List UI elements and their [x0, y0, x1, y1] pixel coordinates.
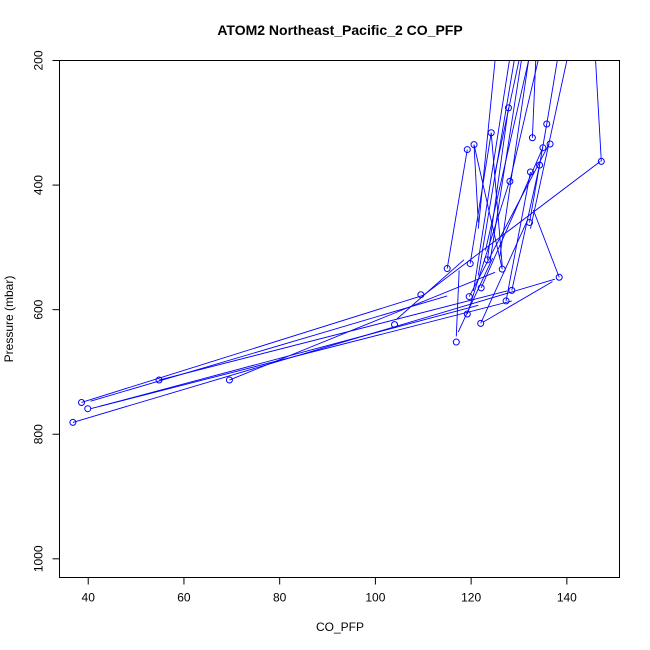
series-line-segment: [466, 181, 510, 315]
data-point: [69, 418, 77, 426]
x-tick-label: 40: [82, 591, 96, 605]
data-point: [543, 120, 551, 128]
data-point: [536, 161, 544, 169]
data-point: [465, 293, 473, 301]
series-line-segment: [595, 60, 602, 162]
series-line-segment: [486, 107, 509, 260]
data-point: [391, 321, 399, 329]
data-point: [470, 141, 478, 149]
data-point: [555, 273, 563, 281]
data-point: [504, 104, 512, 112]
series-line-segment: [531, 60, 537, 138]
data-point: [417, 291, 425, 299]
data-point: [463, 146, 471, 154]
data-point: [506, 177, 514, 185]
y-axis-label: Pressure (mbar): [2, 276, 16, 363]
series-line-segment: [530, 60, 568, 229]
series-line-segment: [511, 165, 541, 291]
series-line-segment: [455, 270, 460, 337]
series-line-segment: [72, 278, 556, 423]
series-line-segment: [505, 171, 531, 302]
data-point: [526, 218, 534, 226]
series-line-segment: [499, 60, 530, 257]
series-line-segment: [158, 290, 508, 381]
data-point: [508, 286, 516, 294]
y-tick-label: 600: [32, 299, 46, 319]
series-line-segment: [480, 147, 544, 289]
y-tick-label: 1000: [32, 545, 46, 572]
x-tick-label: 120: [461, 591, 481, 605]
data-point: [528, 134, 536, 142]
series-line-segment: [529, 123, 548, 223]
data-point: [477, 319, 485, 327]
data-point: [597, 157, 605, 165]
y-tick-label: 800: [32, 424, 46, 444]
x-tick-label: 140: [557, 591, 577, 605]
series-line-segment: [532, 209, 560, 278]
series-line-segment: [457, 257, 494, 333]
series-line-segment: [90, 295, 448, 402]
series-line-segment: [485, 60, 529, 251]
series-line-segment: [422, 161, 601, 296]
data-point: [483, 256, 491, 264]
plot-marks: [69, 60, 605, 426]
series-line-segment: [546, 60, 558, 125]
data-point: [78, 398, 86, 406]
y-axis: 200 400 600 800 1000: [32, 50, 60, 572]
data-point: [539, 144, 547, 152]
data-point: [546, 140, 554, 148]
series-line-segment: [81, 294, 424, 403]
y-tick-label: 200: [32, 50, 46, 70]
x-tick-label: 60: [177, 591, 191, 605]
x-tick-label: 80: [273, 591, 287, 605]
series-line-segment: [477, 60, 496, 229]
x-axis-label: CO_PFP: [316, 620, 364, 634]
data-point: [155, 376, 163, 384]
x-tick-label: 100: [365, 591, 385, 605]
series-line-segment: [446, 149, 468, 269]
data-point: [225, 376, 233, 384]
data-point: [526, 168, 534, 176]
data-point: [502, 297, 510, 305]
series-line-segment: [473, 60, 510, 292]
data-point: [443, 265, 451, 273]
data-point: [487, 129, 495, 137]
x-axis: 40 60 80 100 120 140: [82, 577, 577, 605]
series-line-segment: [482, 281, 553, 323]
data-point: [477, 284, 485, 292]
series-line-segment: [494, 60, 520, 173]
series-line-segment: [473, 144, 503, 270]
data-point: [463, 310, 471, 318]
series-line-segment: [473, 144, 479, 223]
series-line-segment: [468, 143, 550, 297]
data-point: [452, 338, 460, 346]
series-line-segment: [229, 271, 496, 381]
data-point: [84, 405, 92, 413]
chart-title: ATOM2 Northeast_Pacific_2 CO_PFP: [217, 22, 462, 38]
y-tick-label: 400: [32, 175, 46, 195]
data-point: [498, 265, 506, 273]
series-line-segment: [469, 132, 492, 264]
series-line-segment: [509, 60, 539, 182]
data-point: [466, 260, 474, 268]
series-line-segment: [480, 222, 527, 324]
series-line-segment: [90, 300, 512, 410]
